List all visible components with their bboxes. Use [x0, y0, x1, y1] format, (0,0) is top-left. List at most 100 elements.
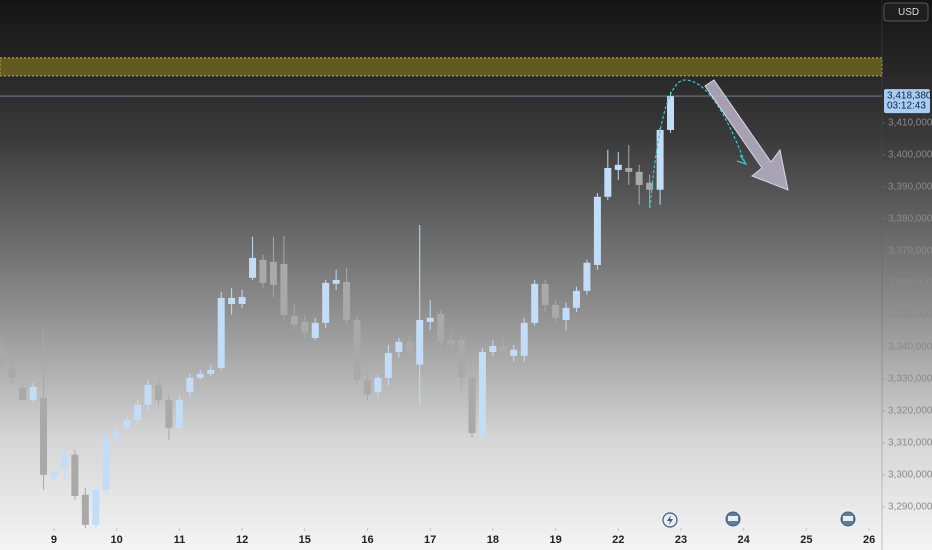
candle-body — [552, 304, 560, 318]
candle-body — [40, 397, 48, 475]
x-tick-label: 15 — [299, 534, 311, 546]
candle-body — [60, 454, 68, 468]
candle-body — [280, 264, 288, 315]
candle-body — [123, 419, 131, 428]
candle-body — [0, 347, 6, 365]
x-tick-label: 22 — [612, 534, 624, 546]
projection-curve — [649, 79, 746, 209]
candle-body — [113, 432, 121, 438]
candle-body — [583, 262, 591, 291]
y-tick-label: 3,310,000 — [888, 438, 932, 449]
x-tick-label: 24 — [738, 534, 751, 546]
candle-body — [144, 384, 152, 405]
candle-body — [175, 400, 183, 428]
countdown-label: 03:12:43 — [887, 101, 926, 112]
candle-body — [426, 317, 434, 322]
candle-body — [656, 129, 664, 190]
candle-body — [165, 400, 173, 428]
x-tick-label: 11 — [174, 534, 186, 546]
candle-body — [311, 322, 319, 338]
candle-body — [572, 290, 580, 308]
candle-body — [667, 96, 675, 130]
candle-body — [363, 379, 371, 395]
last-price-label: 3,418,380 — [887, 91, 932, 102]
x-tick-label: 25 — [800, 534, 812, 546]
event-icon-glyph — [728, 516, 738, 521]
y-tick-label: 3,410,000 — [888, 118, 932, 129]
currency-button[interactable] — [883, 2, 929, 22]
x-tick-label: 10 — [111, 534, 123, 546]
candle-body — [458, 339, 466, 378]
event-icon[interactable] — [662, 512, 678, 528]
candle-body — [301, 321, 309, 333]
event-icons — [662, 511, 856, 528]
candle-body — [405, 341, 413, 357]
y-tick-label: 3,350,000 — [888, 310, 932, 321]
candle-body — [489, 345, 497, 352]
candle-body — [155, 384, 163, 400]
candle-body — [593, 196, 601, 265]
x-tick-label: 23 — [675, 534, 687, 546]
x-tick-label: 12 — [236, 534, 248, 546]
candle-body — [269, 261, 277, 285]
candle-body — [228, 297, 236, 304]
candle-body — [468, 377, 476, 433]
y-tick-label: 3,390,000 — [888, 182, 932, 193]
candle-body — [343, 281, 351, 320]
candle-body — [416, 320, 424, 365]
x-tick-label: 16 — [361, 534, 373, 546]
candle-body — [102, 437, 110, 490]
candle-body — [8, 368, 16, 378]
y-tick-label: 3,300,000 — [888, 470, 932, 481]
candle-body — [499, 345, 507, 352]
trend-arrow — [704, 79, 789, 191]
candle-body — [207, 369, 215, 374]
x-tick-label: 9 — [51, 534, 57, 546]
candle-body — [238, 296, 246, 304]
candle-body — [217, 297, 225, 368]
candle-body — [322, 282, 330, 323]
supply-zone — [0, 57, 883, 77]
x-tick-label: 18 — [487, 534, 499, 546]
y-tick-label: 3,370,000 — [888, 246, 932, 257]
event-icon-glyph — [667, 515, 673, 525]
candle-body — [134, 404, 142, 420]
candle-body — [50, 472, 58, 477]
candle-body — [614, 164, 622, 170]
projection-arrowhead — [736, 154, 748, 166]
candle-body — [71, 454, 79, 496]
candle-body — [447, 339, 455, 345]
y-tick-label: 3,320,000 — [888, 406, 932, 417]
candle-body — [259, 259, 267, 283]
x-tick-label: 19 — [549, 534, 561, 546]
last-price-tag — [884, 89, 930, 114]
candle-body — [520, 322, 528, 356]
candle-body — [541, 283, 549, 305]
candle-body — [562, 307, 570, 320]
y-tick-label: 3,360,000 — [888, 278, 932, 289]
y-tick-label: 3,380,000 — [888, 214, 932, 225]
y-tick-label: 3,340,000 — [888, 342, 932, 353]
candle-body — [81, 494, 89, 525]
candle-body — [437, 313, 445, 342]
currency-label: USD — [898, 7, 919, 18]
candle-body — [374, 377, 382, 392]
candle-body — [478, 352, 486, 435]
candle-body — [604, 168, 612, 197]
candle-body — [531, 283, 539, 323]
candle-body — [510, 349, 518, 356]
y-tick-label: 3,290,000 — [888, 502, 932, 513]
candle-body — [395, 341, 403, 352]
candle-body — [92, 489, 100, 525]
candle-body — [353, 320, 361, 380]
candle-body — [196, 373, 204, 378]
plot-layer: 3,290,000 3,300,000 3,310,000 3,320,000 3,33… — [0, 57, 932, 546]
y-tick-label: 3,400,000 — [888, 150, 932, 161]
event-icon-glyph — [843, 516, 853, 521]
candle-body — [29, 386, 37, 400]
candle-body — [249, 257, 257, 278]
candle-body — [290, 315, 298, 325]
y-tick-label: 3,330,000 — [888, 374, 932, 385]
